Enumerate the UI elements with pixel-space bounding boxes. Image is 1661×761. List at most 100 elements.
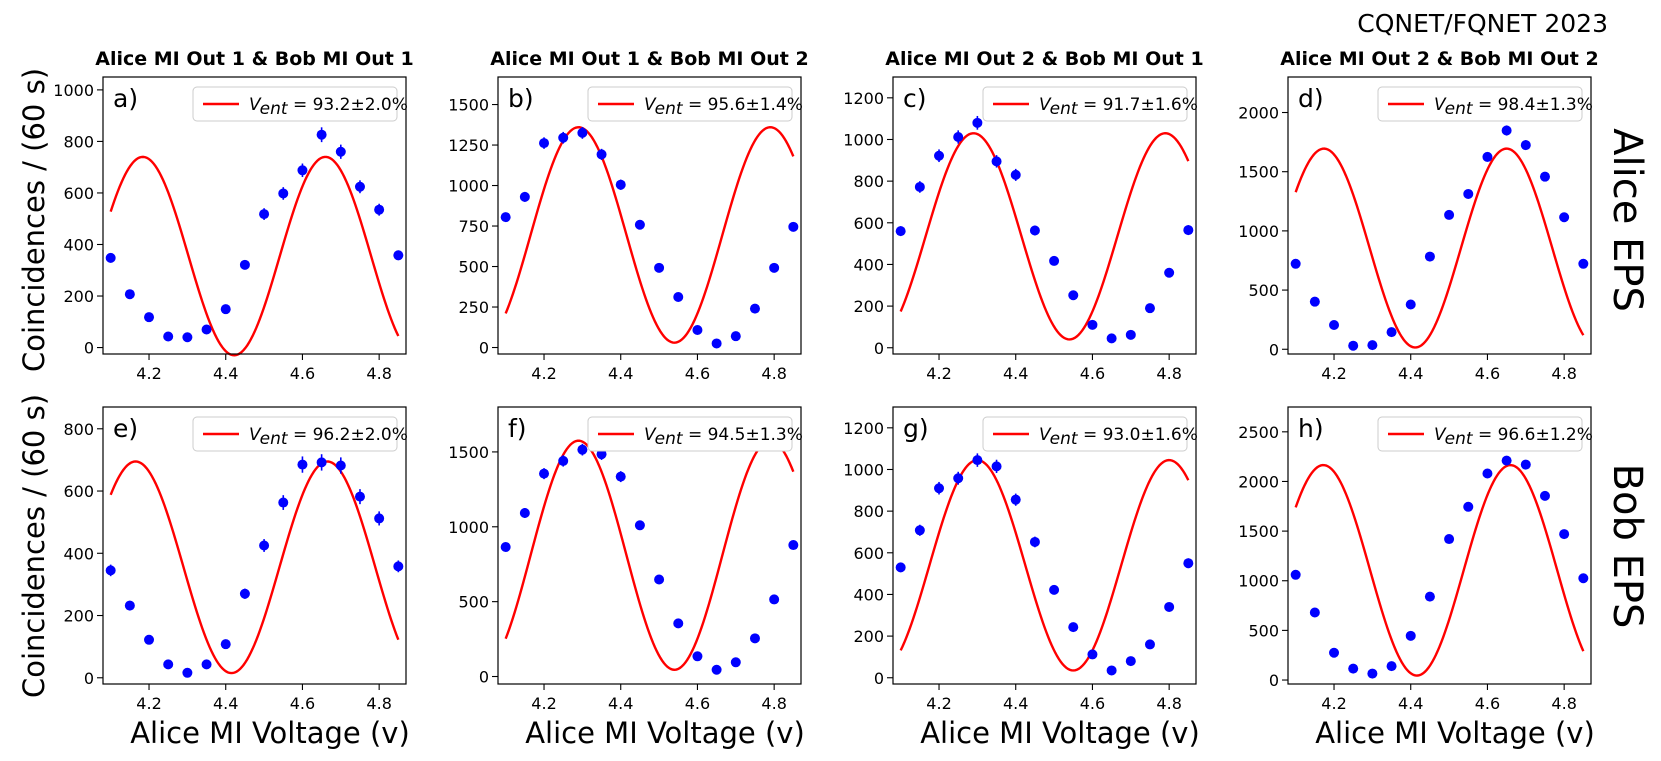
legend-symbol: V [644,425,657,445]
data-point [1559,529,1570,540]
y-tick-label: 500 [458,593,489,612]
y-tick-label: 1000 [448,518,489,537]
legend-box [587,86,793,122]
data-point [1125,329,1136,340]
data-point [124,600,135,611]
x-tick-label: 4.2 [136,694,161,713]
data-point [1329,647,1340,658]
plot-frame [102,406,407,685]
data-point [1068,622,1079,633]
y-tick-label: 1000 [1238,222,1279,241]
y-tick-label: 0 [479,668,489,687]
x-tick-label: 4.6 [1080,364,1105,383]
data-point [297,459,308,470]
y-tick-label: 1200 [843,89,884,108]
row-label-alice-eps: Alice EPS [1604,128,1650,312]
x-tick-label: 4.4 [1398,694,1423,713]
legend-value: = 96.6±1.2% [1473,425,1593,445]
y-axis-label-bottom: Coincidences / (60 s) [17,394,51,698]
data-point [1290,258,1301,269]
data-point [972,117,983,128]
x-tick-label: 4.4 [1003,364,1028,383]
x-tick-label: 4.8 [1156,694,1181,713]
data-point [519,191,530,202]
legend-symbol: V [1039,95,1052,115]
panel-letter: c) [903,84,927,113]
data-point [182,332,193,343]
legend-label: Vent = 96.2±2.0% [249,425,408,449]
x-tick-label: 4.6 [290,694,315,713]
y-tick-label: 1000 [843,130,884,149]
plot-frame [102,76,407,355]
legend-box [192,86,398,122]
y-tick-label: 1500 [1238,163,1279,182]
legend-symbol: V [249,95,262,115]
legend-symbol: V [249,425,262,445]
y-tick-label: 800 [63,420,94,439]
x-axis-label-col4: Alice MI Voltage (v) [1315,716,1595,750]
x-tick-label: 4.4 [1003,694,1028,713]
y-tick-label: 1500 [1238,522,1279,541]
data-point [1424,591,1435,602]
y-tick-label: 750 [458,217,489,236]
data-point [316,457,327,468]
data-point [1444,534,1455,545]
legend-label: Vent = 98.4±1.3% [1434,95,1593,119]
fit-curve [504,126,795,344]
data-point [1520,140,1531,151]
y-tick-label: 0 [84,669,94,688]
legend-box [982,416,1188,452]
data-point [972,455,983,466]
panel-b: Alice MI Out 1 & Bob MI Out 2 0 250 500 750 1… [448,48,808,383]
x-tick-label: 4.4 [213,694,238,713]
row-label-bob-eps: Bob EPS [1604,464,1650,629]
y-tick-label: 200 [853,627,884,646]
data-point [711,664,722,675]
data-point [500,541,511,552]
data-point [1520,459,1531,470]
data-point [654,262,665,273]
legend-symbol: V [644,95,657,115]
data-point [615,179,626,190]
legend-box [587,416,793,452]
data-point [1144,639,1155,650]
data-point [335,146,346,157]
x-axis-label-col1: Alice MI Voltage (v) [130,716,410,750]
data-point [1348,663,1359,674]
data-point [239,259,250,270]
data-point [558,455,569,466]
data-point [654,574,665,585]
data-point [1049,255,1060,266]
data-point [788,540,799,551]
plot-frame [1287,406,1592,685]
panel-h: 0 500 1000 1500 2000 2500 4.2 4.4 4.6 4.8 h) Vent =… [1238,406,1593,713]
data-point [1348,340,1359,351]
data-point [895,226,906,237]
data-point [1578,573,1589,584]
data-point [596,149,607,160]
data-point [124,289,135,300]
legend-subscript: ent [655,99,684,119]
data-point [1405,630,1416,641]
x-tick-label: 4.4 [608,364,633,383]
y-tick-label: 200 [853,297,884,316]
y-tick-label: 1000 [53,81,94,100]
fit-curve [109,460,400,675]
data-point [596,449,607,460]
data-point [374,513,385,524]
data-point [1367,340,1378,351]
data-point [1309,296,1320,307]
data-point [895,562,906,573]
data-point [1106,333,1117,344]
x-tick-label: 4.6 [1080,694,1105,713]
data-point [991,156,1002,167]
data-point [577,444,588,455]
panel-letter: g) [903,414,929,443]
x-tick-label: 4.8 [1156,364,1181,383]
y-tick-label: 500 [1248,621,1279,640]
y-tick-label: 400 [853,585,884,604]
data-point [914,181,925,192]
legend-subscript: ent [1050,429,1079,449]
corner-label: CQNET/FQNET 2023 [1357,9,1608,38]
